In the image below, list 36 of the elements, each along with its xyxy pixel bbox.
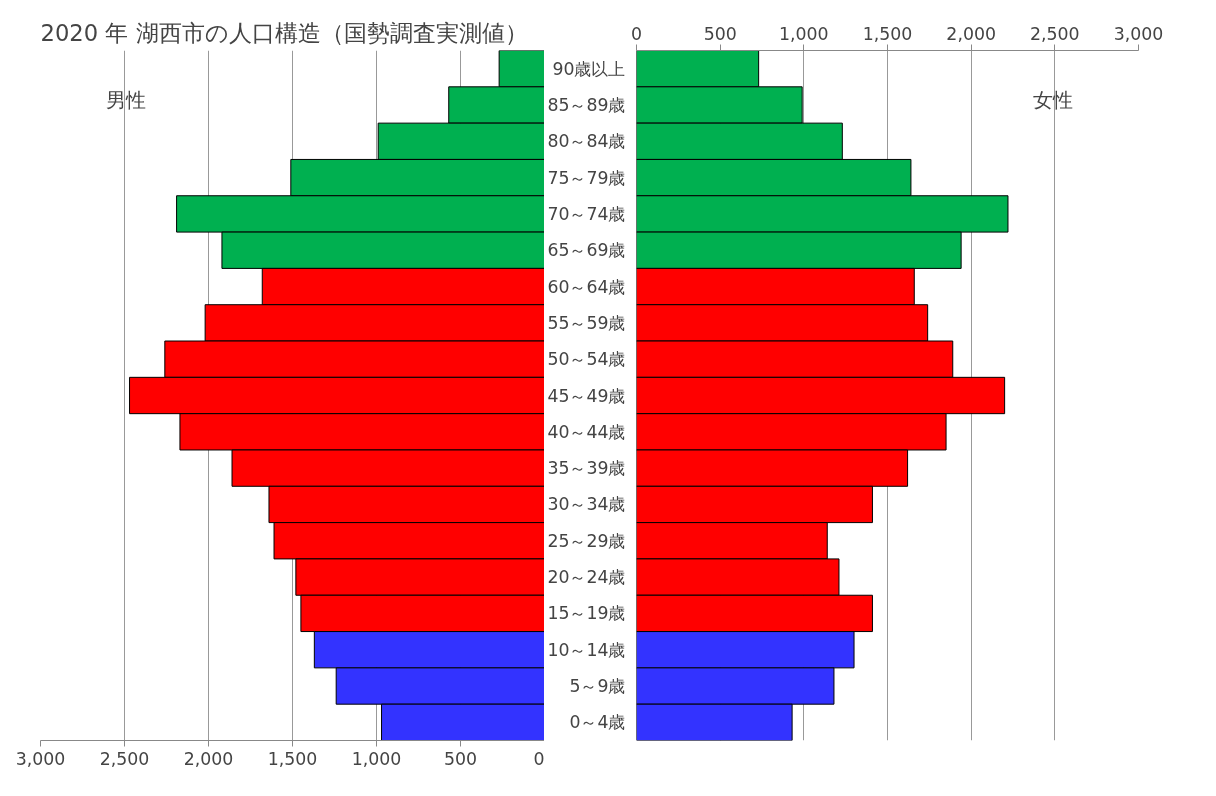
y-tick-label: 35～39歳 [547, 458, 626, 479]
y-tick-label: 85～89歳 [547, 94, 626, 115]
x-tick-label: 0 [630, 23, 643, 44]
y-tick-label: 25～29歳 [547, 530, 626, 551]
x-tick-label: 1,500 [862, 23, 913, 44]
y-tick-label: 40～44歳 [547, 421, 626, 442]
x-tick-label: 3,000 [15, 748, 66, 769]
x-tick-label: 2,500 [99, 748, 150, 769]
annotation: 女性 [1033, 88, 1074, 113]
x-tick-label: 2,000 [946, 23, 996, 44]
x-tick-label: 2,000 [183, 748, 234, 769]
y-tick-label: 75～79歳 [547, 167, 626, 188]
y-tick-label: 65～69歳 [547, 240, 626, 261]
y-tick-label: 20～24歳 [547, 567, 626, 588]
y-tick-label: 45～49歳 [547, 385, 626, 406]
x-tick-label: 0 [533, 748, 545, 769]
x-tick-label: 1,500 [267, 748, 318, 769]
y-tick-label: 60～64歳 [547, 276, 626, 297]
x-tick-label: 500 [703, 23, 737, 44]
y-tick-label: 10～14歳 [547, 639, 626, 660]
y-tick-label: 50～54歳 [547, 349, 626, 370]
y-tick-label: 15～19歳 [547, 603, 626, 624]
chart-title: 2020 年 湖西市の人口構造（国勢調査実測値） [40, 19, 528, 46]
y-tick-label: 70～74歳 [547, 203, 626, 224]
y-tick-label: 5～9歳 [569, 676, 626, 697]
x-tick-label: 1,000 [779, 23, 829, 44]
y-tick-label: 90歳以上 [552, 58, 626, 79]
y-tick-label: 80～84歳 [547, 131, 626, 152]
annotation: 男性 [106, 88, 147, 113]
x-tick-label: 3,000 [1113, 23, 1164, 44]
y-tick-label: 55～59歳 [547, 312, 626, 333]
x-tick-label: 1,000 [351, 748, 402, 769]
x-tick-label: 2,500 [1030, 23, 1080, 44]
x-tick-label: 500 [443, 748, 478, 769]
y-tick-label: 0～4歳 [569, 712, 626, 733]
y-tick-label: 30～34歳 [547, 494, 626, 515]
